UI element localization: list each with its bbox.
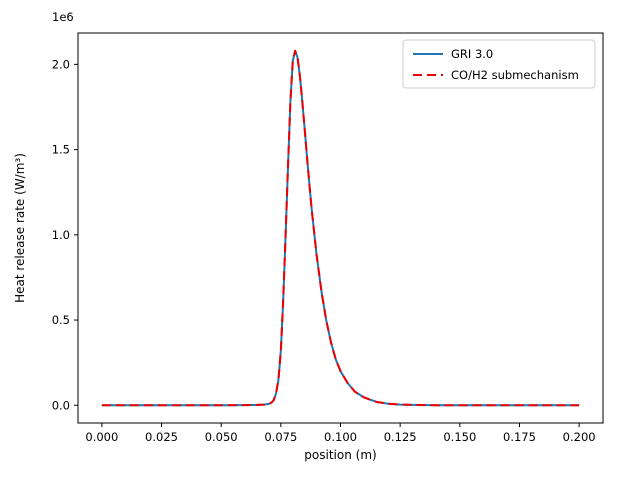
- legend-frame: [402, 39, 596, 89]
- legend: GRI 3.0 CO/H2 submechanism: [402, 39, 596, 89]
- y-tick-label: 1.5: [52, 143, 70, 157]
- x-tick-label: 0.025: [145, 430, 178, 444]
- y-axis-label: Heat release rate (W/m³): [13, 153, 27, 303]
- y-offset-label: 1e6: [52, 10, 74, 24]
- x-tick-label: 0.175: [503, 430, 536, 444]
- x-tick-label: 0.075: [264, 430, 297, 444]
- y-tick-label: 0.5: [52, 313, 70, 327]
- x-tick-label: 0.050: [205, 430, 238, 444]
- x-tick-label: 0.100: [324, 430, 357, 444]
- y-tick-label: 0.0: [52, 398, 70, 412]
- x-tick-label: 0.200: [563, 430, 596, 444]
- legend-label-1: CO/H2 submechanism: [451, 68, 579, 82]
- x-tick-label: 0.000: [85, 430, 118, 444]
- x-tick-label: 0.125: [384, 430, 417, 444]
- x-axis-label: position (m): [304, 448, 376, 462]
- series-line-1: [101, 49, 580, 407]
- y-tick-label: 1.0: [52, 228, 70, 242]
- legend-label-0: GRI 3.0: [451, 47, 493, 61]
- x-tick-label: 0.150: [443, 430, 476, 444]
- y-tick-label: 2.0: [52, 57, 70, 71]
